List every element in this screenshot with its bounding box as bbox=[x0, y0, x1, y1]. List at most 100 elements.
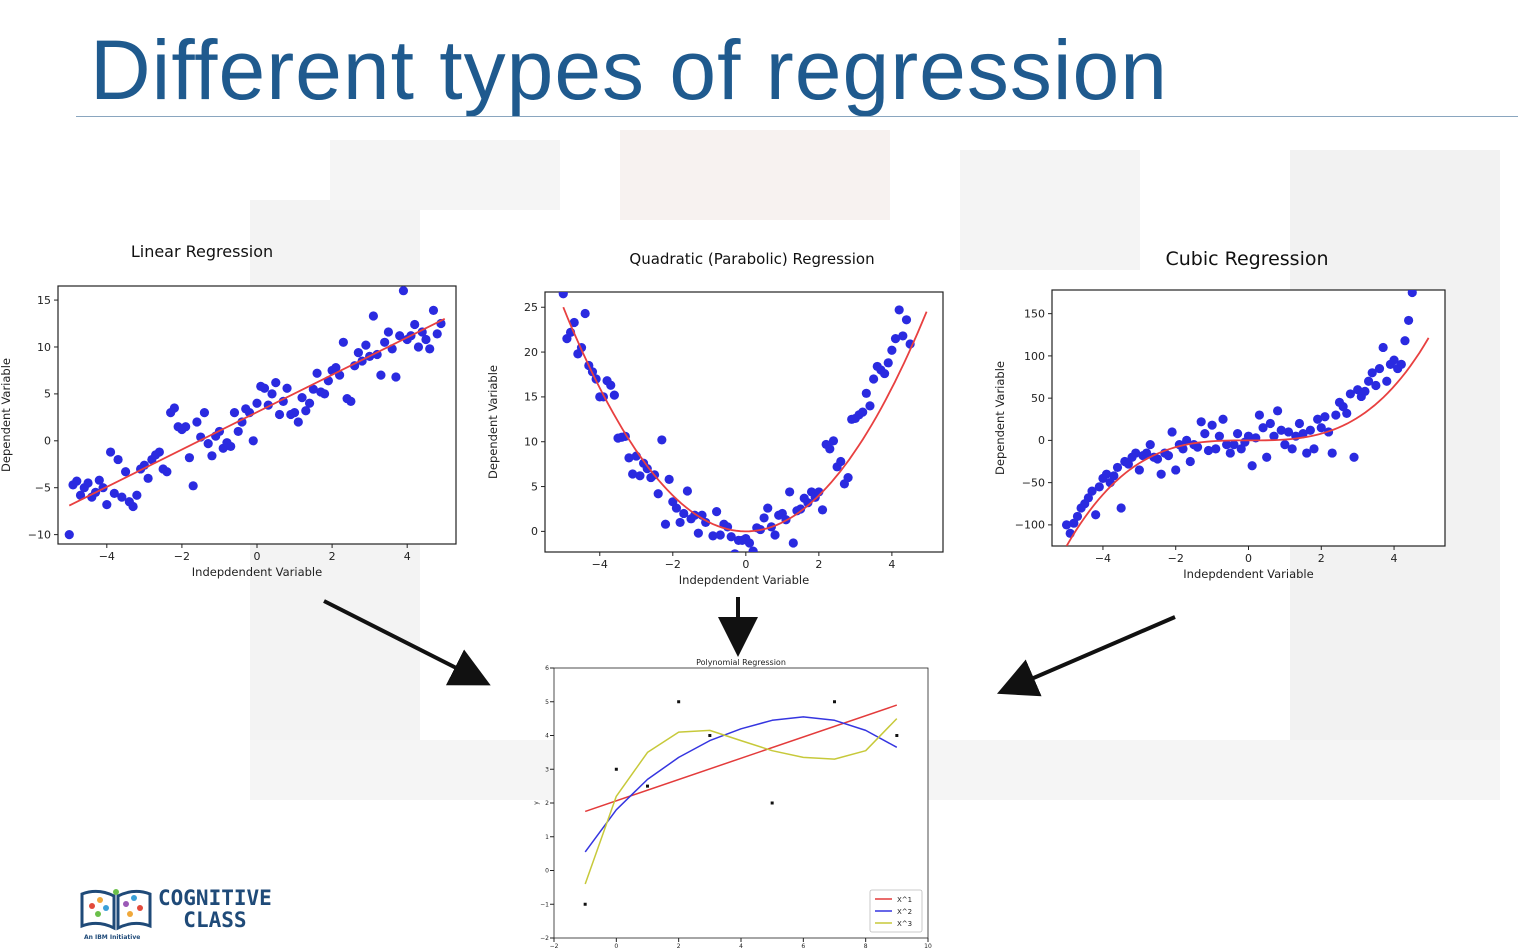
data-point bbox=[1083, 493, 1093, 503]
x-axis-label: Indepdendent Variable bbox=[1183, 567, 1313, 581]
data-point bbox=[331, 363, 341, 373]
data-point bbox=[413, 342, 424, 352]
plot-area bbox=[64, 286, 446, 540]
data-point bbox=[1207, 420, 1217, 430]
data-point bbox=[677, 700, 681, 704]
plot-area bbox=[1061, 290, 1430, 546]
y-tick-label: 15 bbox=[37, 294, 51, 307]
data-point bbox=[297, 393, 307, 403]
x-tick-label: 2 bbox=[677, 943, 681, 950]
x-axis-label: Indepdendent Variable bbox=[679, 573, 809, 587]
y-tick-label: −2 bbox=[540, 935, 549, 942]
data-point bbox=[1298, 429, 1308, 439]
x-tick-label: 2 bbox=[1318, 552, 1325, 565]
data-point bbox=[1131, 448, 1141, 458]
legend-label: X^2 bbox=[897, 908, 912, 916]
data-point bbox=[887, 345, 897, 355]
data-point bbox=[726, 532, 736, 542]
linear-regression-chart: −4 −2 0 2 4 −10 −5 0 5 10 15 Indepdendent Variable D… bbox=[0, 285, 457, 579]
y-axis-label: Dependent Variable bbox=[486, 365, 500, 479]
data-point bbox=[1280, 440, 1290, 450]
data-point bbox=[1069, 518, 1079, 528]
y-tick-label: 5 bbox=[531, 480, 538, 493]
data-point bbox=[102, 499, 112, 510]
data-point bbox=[395, 331, 405, 341]
data-point bbox=[383, 327, 394, 337]
data-point bbox=[376, 370, 386, 380]
data-point bbox=[1320, 412, 1330, 422]
y-axis-label: y bbox=[533, 801, 540, 805]
data-point bbox=[1396, 359, 1406, 369]
data-point bbox=[105, 447, 116, 457]
data-point bbox=[1342, 408, 1352, 418]
data-point bbox=[1254, 410, 1265, 420]
data-point bbox=[858, 407, 868, 417]
data-point bbox=[361, 340, 371, 350]
data-point bbox=[1211, 444, 1221, 454]
y-tick-label: 0 bbox=[1038, 434, 1045, 447]
quadratic-chart-title: Quadratic (Parabolic) Regression bbox=[629, 250, 875, 268]
title-divider bbox=[76, 116, 1518, 117]
data-point bbox=[410, 319, 420, 330]
data-point bbox=[759, 513, 769, 523]
data-point bbox=[162, 467, 172, 477]
data-point bbox=[199, 408, 210, 418]
data-point bbox=[1407, 290, 1417, 298]
x-tick-label: 2 bbox=[329, 550, 336, 563]
data-point bbox=[558, 292, 568, 299]
data-point bbox=[901, 315, 912, 325]
data-point bbox=[94, 475, 104, 485]
data-point bbox=[898, 331, 908, 341]
book-logo-icon bbox=[80, 889, 152, 931]
y-tick-label: 10 bbox=[37, 341, 51, 354]
data-point bbox=[143, 473, 153, 483]
data-point bbox=[614, 767, 618, 771]
data-point bbox=[817, 505, 828, 515]
slide-title: Different types of regression bbox=[90, 23, 1168, 117]
data-point bbox=[1283, 427, 1294, 437]
data-point bbox=[635, 471, 645, 481]
data-point bbox=[1389, 355, 1399, 365]
legend-label: X^3 bbox=[897, 920, 912, 928]
y-tick-label: −50 bbox=[1022, 476, 1045, 489]
y-tick-label: 4 bbox=[545, 733, 549, 740]
data-point bbox=[1185, 456, 1195, 467]
series-line-X3 bbox=[584, 718, 898, 885]
data-point bbox=[421, 334, 431, 345]
y-tick-label: 3 bbox=[545, 766, 549, 773]
data-point bbox=[1305, 425, 1315, 435]
data-point bbox=[278, 396, 288, 406]
x-tick-label: −4 bbox=[592, 558, 608, 571]
data-point bbox=[207, 451, 217, 461]
data-point bbox=[569, 317, 579, 328]
data-point bbox=[1192, 442, 1203, 452]
data-point bbox=[308, 384, 318, 394]
y-tick-label: −100 bbox=[1015, 519, 1045, 532]
data-point bbox=[1145, 440, 1155, 450]
data-point bbox=[312, 368, 322, 378]
data-point bbox=[1236, 444, 1246, 454]
data-point bbox=[883, 358, 893, 368]
data-point bbox=[1371, 380, 1381, 391]
y-tick-label: 0 bbox=[545, 868, 549, 875]
data-point bbox=[274, 409, 285, 420]
data-point bbox=[1316, 423, 1326, 433]
x-tick-label: 4 bbox=[1391, 552, 1398, 565]
data-point bbox=[293, 417, 303, 427]
data-point bbox=[1313, 414, 1323, 424]
data-point bbox=[1196, 417, 1206, 427]
x-tick-label: 8 bbox=[864, 943, 868, 950]
plot-frame bbox=[544, 291, 944, 553]
data-point bbox=[128, 501, 138, 512]
data-point bbox=[132, 490, 142, 500]
x-tick-label: −2 bbox=[665, 558, 681, 571]
data-point bbox=[428, 305, 439, 315]
data-point bbox=[1349, 452, 1359, 462]
data-point bbox=[425, 344, 435, 354]
data-point bbox=[679, 508, 689, 519]
data-point bbox=[1094, 482, 1104, 492]
data-point bbox=[1218, 414, 1228, 424]
x-tick-label: −2 bbox=[550, 943, 559, 950]
data-point bbox=[894, 305, 904, 315]
